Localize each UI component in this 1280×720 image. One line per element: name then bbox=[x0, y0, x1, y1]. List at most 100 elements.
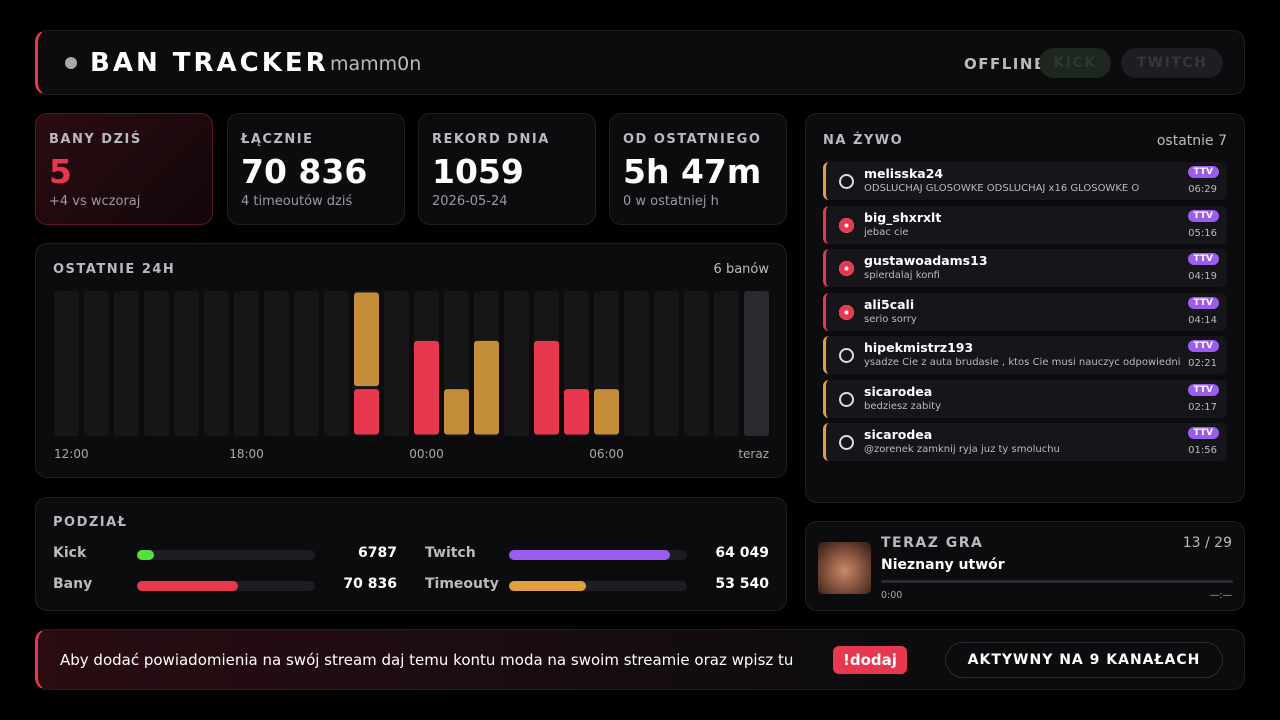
platform-badge: TTV bbox=[1187, 296, 1219, 309]
bar-slot bbox=[114, 291, 139, 436]
platform-badge: TTV bbox=[1187, 340, 1219, 352]
ban-icon bbox=[839, 217, 854, 233]
timeout-icon bbox=[839, 174, 854, 189]
x-tick-label: 18:00 bbox=[229, 447, 264, 461]
bar bbox=[594, 389, 619, 435]
split-value: 70 836 bbox=[343, 576, 397, 592]
split-panel: PODZIAŁ Kick 6787 Twitch 64 049 Bany 70 836 Ti… bbox=[35, 497, 787, 611]
chart-panel: OSTATNIE 24H 6 banów 12:00 18:00 00:00 06:0… bbox=[35, 243, 787, 478]
bar-slot bbox=[654, 291, 679, 436]
bar bbox=[444, 389, 469, 435]
stat-sub: +4 vs wczoraj bbox=[49, 194, 141, 209]
live-user: melisska24 bbox=[864, 166, 944, 181]
bar-slot bbox=[294, 291, 319, 436]
ban-icon bbox=[839, 304, 854, 320]
command-badge: !dodaj bbox=[833, 646, 907, 674]
bar-chart: 12:00 18:00 00:00 06:00 teraz bbox=[54, 291, 769, 461]
footer-text: Aby dodać powiadomienia na swój stream d… bbox=[60, 651, 794, 669]
split-name: Twitch bbox=[425, 545, 476, 561]
bar-slot bbox=[144, 291, 169, 436]
progress-track bbox=[881, 580, 1233, 583]
live-time: 06:29 bbox=[1188, 184, 1217, 195]
live-user: gustawoadams13 bbox=[864, 253, 988, 268]
live-time: 02:17 bbox=[1188, 401, 1217, 413]
stat-card: OD OSTATNIEGO 5h 47m 0 w ostatniej h bbox=[609, 113, 787, 225]
bar-slot bbox=[684, 291, 709, 436]
bar bbox=[354, 292, 379, 387]
stat-value: 1059 bbox=[432, 152, 524, 191]
active-channels: AKTYWNY NA 9 KANAŁACH bbox=[945, 642, 1223, 678]
live-user: big_shxrxlt bbox=[864, 209, 942, 225]
np-elapsed: 0:00 bbox=[881, 590, 903, 601]
live-user: sicarodea bbox=[864, 383, 933, 399]
split-track bbox=[137, 550, 315, 560]
bar-slot bbox=[624, 291, 649, 436]
twitch-button[interactable]: TWITCH bbox=[1121, 48, 1223, 78]
x-tick-label: 06:00 bbox=[589, 447, 624, 461]
split-bar bbox=[137, 550, 155, 560]
platform-badge: TTV bbox=[1187, 209, 1219, 222]
bar-slot bbox=[714, 291, 739, 436]
stat-label: ŁĄCZNIE bbox=[241, 132, 314, 147]
now-playing: TERAZ GRA 13 / 29 Nieznany utwór 0:00 —:… bbox=[805, 521, 1245, 611]
timeout-icon bbox=[839, 348, 854, 363]
footer: Aby dodać powiadomienia na swój stream d… bbox=[35, 629, 1245, 690]
split-title: PODZIAŁ bbox=[53, 515, 128, 530]
bar bbox=[474, 340, 499, 435]
bar-slot bbox=[744, 291, 769, 436]
live-row: ali5cali serio sorry TTV 04:14 bbox=[823, 292, 1227, 331]
live-title: NA ŻYWO bbox=[823, 133, 904, 148]
chart-summary: 6 banów bbox=[713, 262, 769, 277]
live-row: big_shxrxlt jebac cie TTV 05:16 bbox=[823, 205, 1227, 244]
live-message: bedziesz zabity bbox=[864, 400, 942, 412]
bar-slot bbox=[234, 291, 259, 436]
live-message: ODSLUCHAJ GLOSOWKE ODSLUCHAJ x16 GLOSOWK… bbox=[864, 183, 1140, 194]
x-tick-label: 00:00 bbox=[409, 447, 444, 461]
live-panel: NA ŻYWO ostatnie 7 melisska24 ODSLUCHAJ G… bbox=[805, 113, 1245, 503]
split-track bbox=[509, 581, 687, 591]
live-user: sicarodea bbox=[864, 427, 933, 442]
live-row: hipekmistrz193 ysadze Cie z auta brudasie… bbox=[823, 336, 1227, 374]
live-message: ysadze Cie z auta brudasie , ktos Cie mu… bbox=[864, 357, 1180, 368]
stat-label: OD OSTATNIEGO bbox=[623, 132, 762, 147]
status: OFFLINE bbox=[964, 55, 1046, 73]
live-time: 04:19 bbox=[1188, 271, 1217, 282]
stat-card: ŁĄCZNIE 70 836 4 timeoutów dziś bbox=[227, 113, 405, 225]
live-row: sicarodea @zorenek zamknij ryja juz ty sm… bbox=[823, 423, 1227, 461]
bar-slot bbox=[54, 291, 79, 436]
stat-sub: 0 w ostatniej h bbox=[623, 194, 719, 209]
live-message: serio sorry bbox=[864, 313, 917, 325]
stat-value: 5h 47m bbox=[623, 152, 762, 191]
stat-sub: 4 timeoutów dziś bbox=[241, 194, 353, 209]
app-title: BAN TRACKER bbox=[90, 48, 329, 78]
split-bar bbox=[509, 550, 670, 560]
bar-slot bbox=[384, 291, 409, 436]
np-track: Nieznany utwór bbox=[881, 557, 1005, 573]
chart-title: OSTATNIE 24H bbox=[53, 262, 176, 277]
bar bbox=[564, 389, 589, 435]
stat-card: BANY DZIŚ 5 +4 vs wczoraj bbox=[35, 113, 213, 225]
live-row: melisska24 ODSLUCHAJ GLOSOWKE ODSLUCHAJ x… bbox=[823, 162, 1227, 200]
bar-slot bbox=[504, 291, 529, 436]
live-time: 05:16 bbox=[1188, 227, 1217, 239]
split-value: 53 540 bbox=[715, 576, 769, 592]
split-value: 64 049 bbox=[715, 545, 769, 561]
stat-value: 5 bbox=[49, 152, 72, 191]
bar-slot bbox=[324, 291, 349, 436]
header: BAN TRACKER mamm0n OFFLINE KICK TWITCH bbox=[35, 30, 1245, 95]
split-name: Bany bbox=[53, 576, 93, 592]
split-name: Kick bbox=[53, 545, 87, 561]
stat-value: 70 836 bbox=[241, 152, 368, 191]
live-row: gustawoadams13 spierdalaj konfi TTV 04:19 bbox=[823, 249, 1227, 287]
stat-card: REKORD DNIA 1059 2026-05-24 bbox=[418, 113, 596, 225]
bar-slot bbox=[204, 291, 229, 436]
bar bbox=[534, 340, 559, 435]
bar-slot bbox=[84, 291, 109, 436]
kick-button[interactable]: KICK bbox=[1039, 48, 1111, 78]
live-message: spierdalaj konfi bbox=[864, 270, 940, 281]
status-dot bbox=[65, 57, 77, 69]
timeout-icon bbox=[839, 435, 854, 450]
live-message: @zorenek zamknij ryja juz ty smoluchu bbox=[864, 444, 1060, 455]
split-bar bbox=[137, 581, 239, 591]
